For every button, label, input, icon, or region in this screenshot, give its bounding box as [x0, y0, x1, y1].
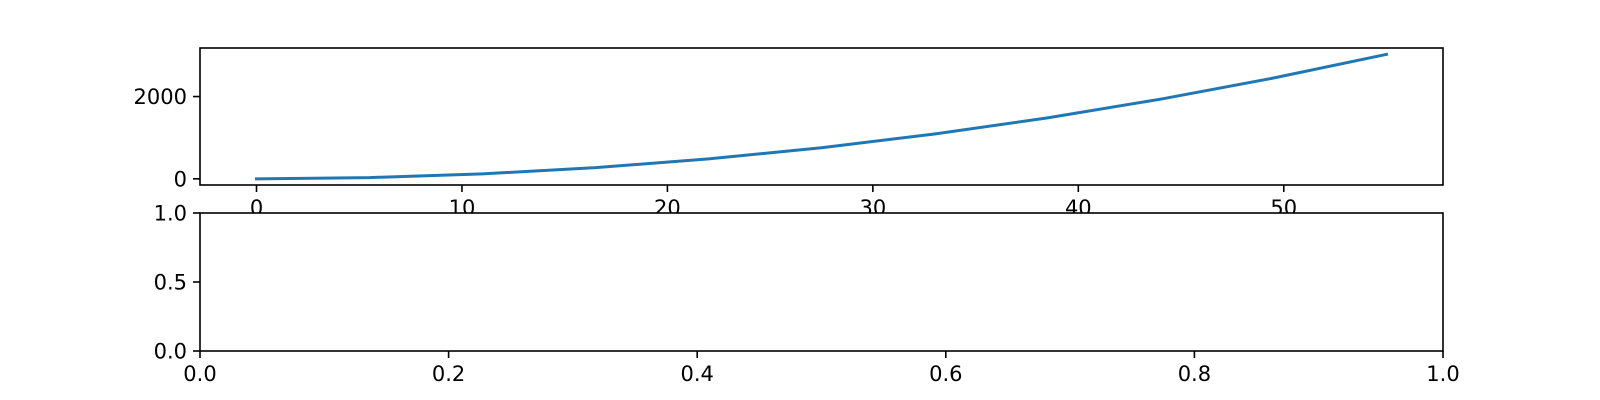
axes-bottom-ticks: 0.0 0.2 0.4 0.6 0.8 1.0 0.0 0.5 1.0 — [154, 202, 1460, 387]
axes-top-y-tick-label-0: 0 — [174, 167, 187, 191]
axes-bottom-frame — [199, 212, 1444, 352]
axes-top-frame — [199, 47, 1444, 186]
axes-top-y-tick-label-1: 2000 — [134, 85, 187, 109]
axes-bottom: 0.0 0.2 0.4 0.6 0.8 1.0 0.0 0.5 1.0 — [154, 202, 1460, 387]
axes-bottom-x-tick-label-3: 0.6 — [929, 362, 962, 386]
axes-bottom-y-tick-label-0: 0.0 — [154, 340, 187, 364]
axes-bottom-x-tick-label-0: 0.0 — [183, 362, 216, 386]
axes-top-lines — [254, 52, 1389, 181]
axes-bottom-x-tick-label-5: 1.0 — [1426, 362, 1459, 386]
axes-bottom-background — [200, 213, 1443, 351]
axes-bottom-y-tick-label-1: 0.5 — [154, 271, 187, 295]
axes-bottom-x-tick-label-2: 0.4 — [680, 362, 713, 386]
axes-bottom-x-tick-label-1: 0.2 — [432, 362, 465, 386]
axes-bottom-y-tick-label-2: 1.0 — [154, 202, 187, 226]
axes-top-series-line-0 — [254, 52, 1389, 181]
axes-bottom-x-tick-label-4: 0.8 — [1178, 362, 1211, 386]
